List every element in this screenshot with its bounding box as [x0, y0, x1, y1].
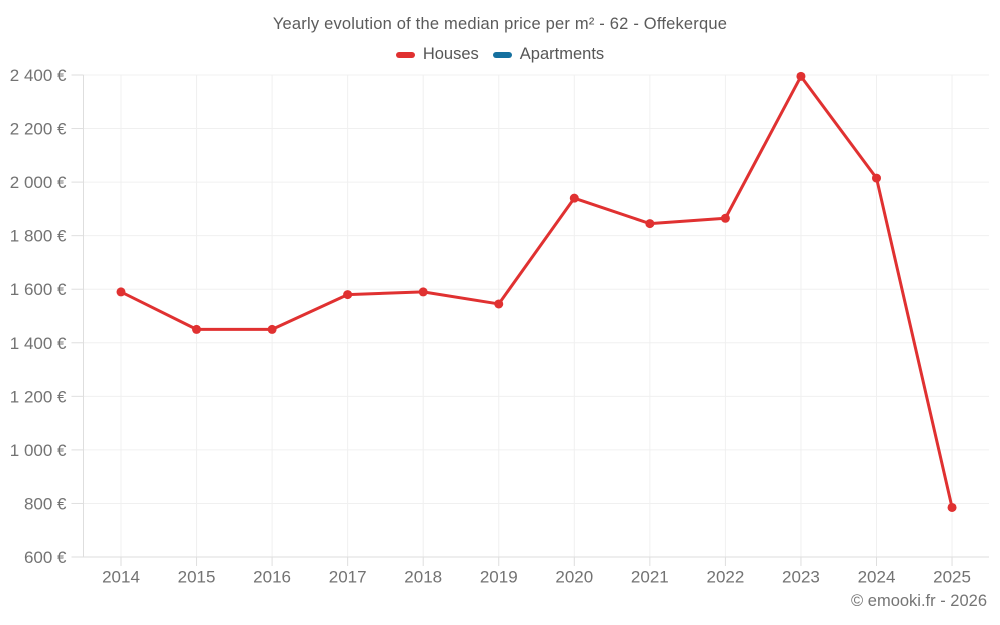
series-line-houses — [119, 74, 954, 509]
data-point-houses-2020[interactable] — [569, 193, 579, 203]
data-point-houses-2015[interactable] — [192, 324, 202, 334]
data-point-houses-2019[interactable] — [494, 299, 504, 309]
x-axis-label: 2018 — [404, 568, 442, 587]
x-axis-label: 2017 — [329, 568, 367, 587]
x-axis-label: 2024 — [858, 568, 896, 587]
data-point-houses-2021[interactable] — [645, 219, 655, 229]
houses-swatch-icon — [395, 51, 415, 58]
x-axis-label: 2023 — [782, 568, 820, 587]
data-point-houses-2017[interactable] — [343, 290, 353, 300]
legend: Houses Apartments — [0, 45, 1000, 64]
data-point-houses-2014[interactable] — [116, 287, 126, 297]
apartments-swatch-icon — [492, 51, 512, 58]
y-axis-label: 1 000 € — [10, 441, 67, 460]
legend-item-apartments[interactable]: Apartments — [492, 45, 605, 64]
x-axis-label: 2021 — [631, 568, 669, 587]
y-axis-label: 1 400 € — [10, 334, 67, 353]
y-axis-label: 1 200 € — [10, 387, 67, 406]
y-axis-label: 1 800 € — [10, 227, 67, 246]
data-point-houses-2023[interactable] — [796, 71, 806, 81]
y-axis-label: 2 000 € — [10, 173, 67, 192]
data-point-houses-2022[interactable] — [720, 213, 730, 223]
y-axis-label: 2 400 € — [10, 66, 67, 85]
y-axis-label: 600 € — [24, 548, 67, 567]
data-point-houses-2018[interactable] — [418, 287, 428, 297]
y-axis-label: 800 € — [24, 494, 67, 513]
x-axis-label: 2014 — [102, 568, 140, 587]
x-axis-label: 2016 — [253, 568, 291, 587]
chart-title: Yearly evolution of the median price per… — [272, 15, 728, 33]
x-axis-label: 2015 — [178, 568, 216, 587]
data-point-houses-2025[interactable] — [947, 502, 957, 512]
y-axis-label: 2 200 € — [10, 120, 67, 139]
x-axis-label: 2019 — [480, 568, 518, 587]
legend-item-houses[interactable]: Houses — [395, 45, 479, 64]
x-axis-label: 2020 — [555, 568, 593, 587]
legend-label-houses: Houses — [422, 45, 479, 63]
y-axis-label: 1 600 € — [10, 280, 67, 299]
x-axis-label: 2025 — [933, 568, 971, 587]
data-point-houses-2024[interactable] — [872, 173, 881, 183]
legend-label-apartments: Apartments — [519, 45, 605, 63]
x-axis-label: 2022 — [706, 568, 744, 587]
credit: © emooki.fr - 2026 — [851, 592, 987, 610]
data-point-houses-2016[interactable] — [267, 324, 277, 334]
